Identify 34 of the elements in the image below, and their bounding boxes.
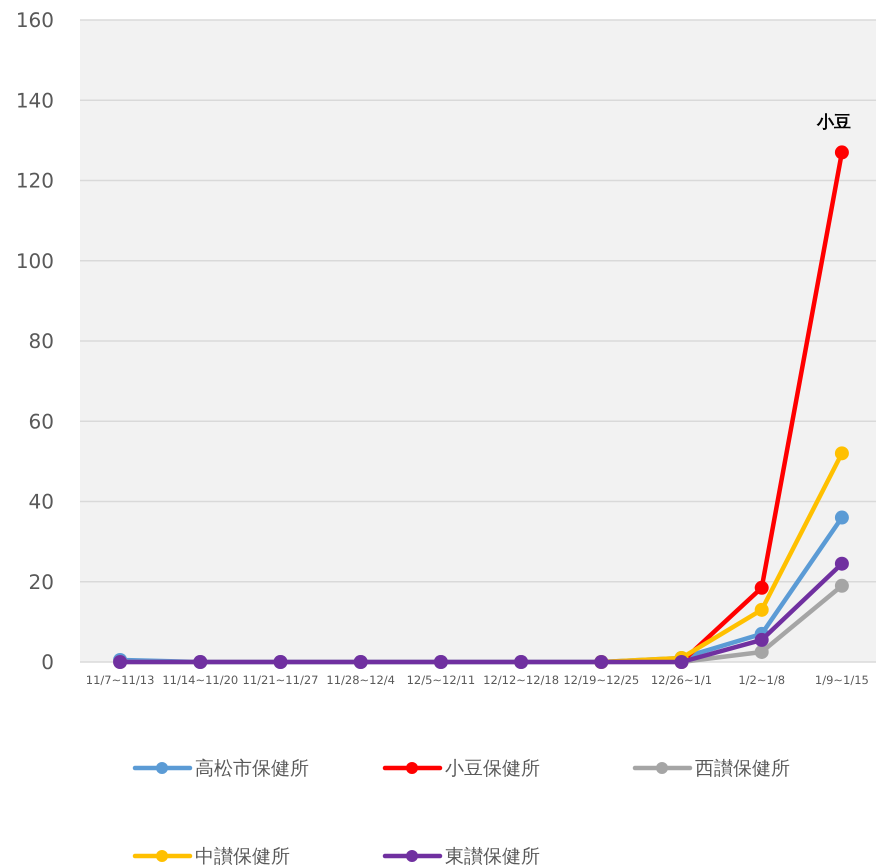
annotation: 小豆 bbox=[816, 112, 851, 132]
y-tick-label: 80 bbox=[28, 329, 54, 353]
x-tick-label: 12/26~1/1 bbox=[650, 673, 712, 687]
y-tick-label: 120 bbox=[16, 168, 54, 192]
x-tick-label: 12/12~12/18 bbox=[483, 673, 560, 687]
x-tick-label: 11/28~12/4 bbox=[326, 673, 396, 687]
x-tick-label: 11/21~11/27 bbox=[242, 673, 318, 687]
y-tick-label: 0 bbox=[41, 650, 54, 674]
point bbox=[834, 145, 849, 160]
point bbox=[754, 644, 769, 659]
point bbox=[834, 510, 849, 525]
legend-label: 東讃保健所 bbox=[445, 846, 540, 866]
y-tick-label: 20 bbox=[28, 570, 54, 594]
x-tick-label: 12/5~12/11 bbox=[406, 673, 476, 687]
x-tick-label: 1/2~1/8 bbox=[738, 673, 786, 687]
y-tick-label: 100 bbox=[16, 248, 54, 273]
x-tick-label: 1/9~1/15 bbox=[814, 673, 869, 687]
point bbox=[834, 556, 849, 571]
point bbox=[754, 632, 769, 647]
x-tick-label: 12/19~12/25 bbox=[563, 673, 640, 687]
y-tick-label: 40 bbox=[28, 490, 54, 514]
y-tick-label: 60 bbox=[28, 409, 54, 434]
x-tick-label: 11/14~11/20 bbox=[162, 673, 238, 687]
point bbox=[834, 578, 849, 593]
legend-label: 中讃保健所 bbox=[195, 846, 290, 866]
y-tick-label: 140 bbox=[16, 88, 54, 112]
point bbox=[754, 602, 769, 617]
x-tick-label: 11/7~11/13 bbox=[86, 673, 154, 687]
point bbox=[754, 580, 769, 595]
point bbox=[834, 446, 849, 460]
legend-label: 高松市保健所 bbox=[195, 758, 309, 780]
y-tick-label: 160 bbox=[16, 8, 54, 32]
legend-label: 西讃保健所 bbox=[695, 758, 790, 780]
legend-label: 小豆保健所 bbox=[445, 758, 540, 780]
